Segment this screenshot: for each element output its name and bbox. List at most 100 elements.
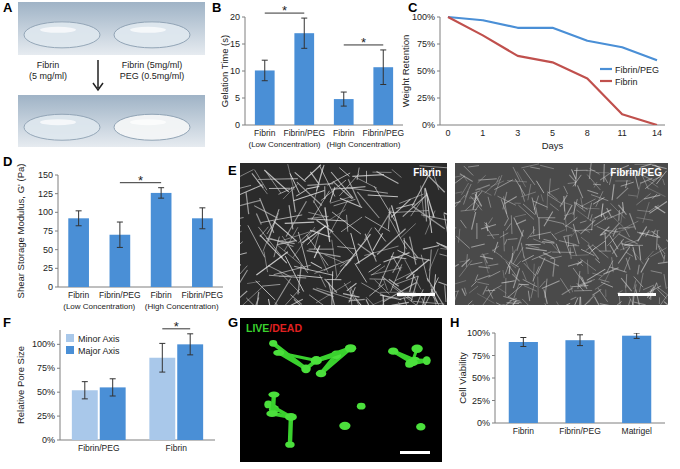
fibre	[513, 167, 520, 181]
y-tick-label: 0	[235, 120, 240, 130]
fibre	[240, 185, 251, 192]
fibre	[575, 301, 590, 305]
fibre	[505, 278, 506, 297]
fibre	[556, 302, 562, 305]
fibre	[606, 302, 621, 305]
fibre	[240, 200, 260, 210]
fibre	[565, 217, 577, 227]
fibre	[592, 289, 601, 295]
fibre	[460, 174, 473, 182]
fibre	[599, 251, 611, 252]
fibre	[570, 247, 571, 259]
y-tick-label: 100	[38, 207, 53, 217]
fibre	[638, 265, 640, 275]
fibre	[634, 280, 636, 289]
fibre	[536, 207, 538, 217]
cell-body	[311, 356, 322, 365]
fibre	[413, 301, 445, 304]
y-tick	[57, 344, 60, 345]
error-bar	[187, 334, 193, 355]
fibre	[600, 227, 609, 236]
fibre	[517, 171, 526, 187]
fibre	[538, 217, 540, 239]
y-tick-label: 5	[235, 93, 240, 103]
fibre	[564, 213, 573, 216]
fibre	[604, 268, 619, 274]
fibre	[496, 305, 505, 306]
y-tick	[55, 268, 58, 269]
error-bar	[159, 343, 165, 372]
fibre	[329, 210, 346, 221]
fibre	[581, 237, 590, 244]
fibre	[326, 226, 355, 256]
fibre	[481, 253, 489, 255]
fibre	[246, 192, 249, 214]
fibre	[596, 172, 609, 173]
scale-bar	[400, 451, 430, 454]
fibre	[668, 287, 669, 302]
group-label: (High Concentration)	[145, 302, 219, 311]
fibre	[313, 289, 334, 297]
fibre	[628, 195, 637, 196]
fibre	[350, 287, 361, 305]
fibre	[279, 272, 300, 293]
fibre	[311, 262, 322, 268]
y-tick	[55, 287, 58, 288]
error-bar	[82, 382, 88, 399]
legend-label: Fibrin/PEG	[615, 65, 659, 75]
fibre	[589, 248, 595, 254]
y-tick	[492, 423, 495, 424]
x-tick-label: Fibrin/PEG	[182, 290, 224, 300]
cell-body	[345, 344, 356, 352]
fibre	[333, 181, 352, 198]
fibre	[455, 202, 461, 207]
fibre	[540, 281, 546, 288]
fibre	[571, 298, 578, 305]
y-tick-label: 150	[38, 170, 53, 180]
error-bar	[301, 18, 307, 48]
y-tick-label: 50%	[417, 66, 435, 76]
fibre	[305, 165, 321, 180]
y-tick-label: 75%	[472, 351, 490, 361]
fibre	[650, 202, 667, 214]
error-bar	[117, 222, 123, 247]
fibre	[503, 192, 507, 210]
fibre	[455, 281, 466, 287]
fibre	[465, 198, 478, 210]
fibre	[573, 175, 581, 187]
fibre	[463, 191, 468, 204]
fibre	[284, 227, 298, 251]
fibre	[240, 291, 247, 305]
fibre	[581, 198, 583, 210]
bar	[565, 340, 594, 423]
fibre	[468, 301, 473, 305]
fibre	[522, 271, 526, 280]
fibre	[412, 175, 429, 206]
fibre	[545, 279, 547, 298]
fibre	[577, 185, 582, 198]
fibre	[621, 182, 634, 186]
fibre	[645, 230, 649, 237]
fibre	[492, 250, 502, 257]
fibre	[600, 304, 616, 305]
fibre	[505, 197, 517, 204]
fibre	[531, 282, 535, 298]
gel-drop	[24, 114, 100, 140]
fibre	[461, 209, 477, 211]
fibre	[547, 195, 563, 205]
legend-label: Fibrin	[615, 77, 638, 87]
y-tick	[437, 98, 440, 99]
fibre	[331, 172, 353, 198]
significance-mark: *	[282, 3, 287, 18]
x-tick-label: Fibrin	[68, 290, 90, 300]
fibre	[379, 252, 394, 287]
y-tick-label: 25%	[472, 396, 490, 406]
y-axis	[60, 330, 61, 440]
plot-data	[72, 334, 203, 440]
fibre	[340, 254, 357, 267]
fibre	[358, 244, 376, 257]
fibre	[605, 289, 606, 296]
fibre	[625, 240, 633, 242]
fibre	[455, 227, 456, 229]
fibre	[240, 242, 243, 253]
